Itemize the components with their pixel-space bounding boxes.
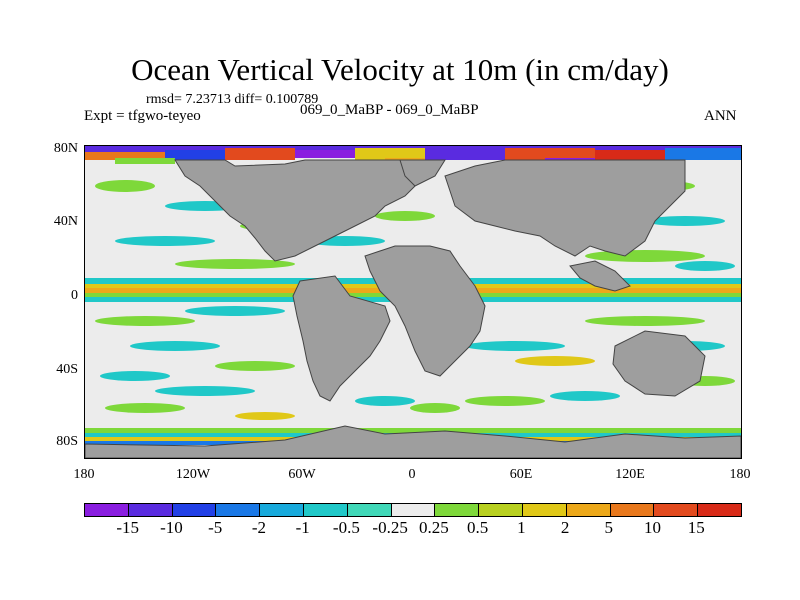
colorbar-swatch <box>128 504 173 516</box>
lat-label-eq: 0 <box>71 288 78 303</box>
land-greenland <box>399 159 446 187</box>
colorbar-swatch <box>522 504 567 516</box>
colorbar-swatch <box>654 504 699 516</box>
lon-label-180w: 180 <box>73 467 95 482</box>
case-label: 069_0_MaBP - 069_0_MaBP <box>300 102 479 118</box>
experiment-label: Expt = tfgwo-teyeo <box>84 108 201 124</box>
colorbar-swatch <box>260 504 304 516</box>
land-antarctica <box>85 425 741 458</box>
colorbar-tick-label: -2 <box>251 518 266 537</box>
land-australia <box>612 330 706 397</box>
colorbar-tick-label: -1 <box>295 518 310 537</box>
land-south-america <box>292 275 391 402</box>
lon-label-120w: 120W <box>175 467 211 482</box>
colorbar-tick-label: 0.5 <box>466 518 489 537</box>
lon-label-0: 0 <box>408 467 416 482</box>
colorbar-tick-label: 15 <box>687 518 705 537</box>
lon-label-120e: 120E <box>615 467 645 482</box>
colorbar-swatch <box>610 504 655 516</box>
colorbar-swatch <box>85 504 129 516</box>
colorbar-tick-label: 2 <box>560 518 570 537</box>
colorbar-swatch <box>303 504 348 516</box>
colorbar-swatch <box>391 504 436 516</box>
season-label: ANN <box>704 108 737 124</box>
lat-label-40s: 40S <box>56 362 78 377</box>
colorbar-tick-label: -15 <box>116 518 140 537</box>
colorbar-tick-label: 10 <box>644 518 662 537</box>
lon-label-60e: 60E <box>509 467 533 482</box>
lat-label-80s: 80S <box>56 434 78 449</box>
lon-label-60w: 60W <box>288 467 316 482</box>
land-north-america <box>174 159 416 262</box>
colorbar-tick-label: 1 <box>517 518 526 537</box>
colorbar-tick-label: -0.5 <box>332 518 360 537</box>
plot-title: Ocean Vertical Velocity at 10m (in cm/da… <box>131 52 669 87</box>
colorbar-tick-label: 0.25 <box>418 518 449 537</box>
colorbar-tick-label: -5 <box>208 518 223 537</box>
colorbar <box>84 503 742 517</box>
colorbar-swatch <box>698 504 741 516</box>
lat-label-40n: 40N <box>53 214 78 229</box>
colorbar-swatch <box>216 504 261 516</box>
lat-label-80n: 80N <box>53 141 78 156</box>
land-eurasia <box>444 159 686 257</box>
land-masses <box>85 159 741 458</box>
colorbar-swatch <box>435 504 480 516</box>
colorbar-swatch <box>172 504 217 516</box>
land-maritime-continent <box>569 260 631 292</box>
colorbar-swatch <box>566 504 611 516</box>
map-svg <box>85 146 741 458</box>
lon-label-180e: 180 <box>729 467 751 482</box>
colorbar-tick-label: -10 <box>160 518 183 537</box>
stats-line: rmsd= 7.23713 diff= 0.100789 <box>146 92 319 107</box>
colorbar-swatch <box>479 504 523 516</box>
land-africa <box>364 245 486 377</box>
colorbar-swatch <box>347 504 392 516</box>
colorbar-tick-label: 5 <box>604 518 614 537</box>
map-panel <box>84 145 742 459</box>
colorbar-tick-label: -0.25 <box>372 518 408 537</box>
